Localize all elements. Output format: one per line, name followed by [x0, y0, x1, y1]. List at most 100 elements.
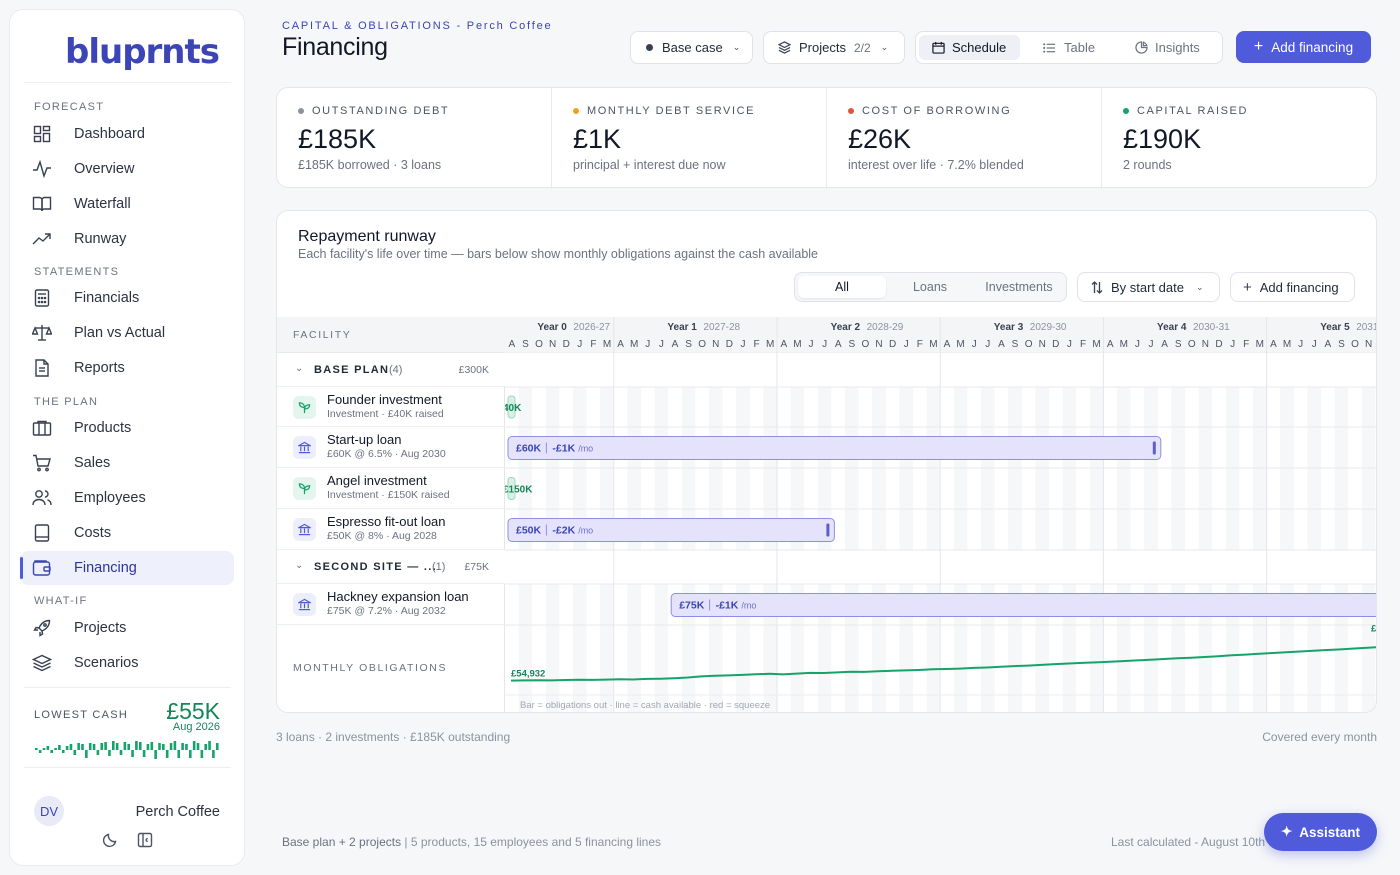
sparkline-bar — [177, 750, 181, 758]
tab-table[interactable]: Table — [1028, 35, 1112, 60]
kpi-subtext: interest over life · 7.2% blended — [848, 158, 1024, 172]
sidebar-item-sales[interactable]: Sales — [20, 446, 234, 480]
month-label: M — [1092, 339, 1100, 350]
facility-row[interactable]: Espresso fit-out loan £50K @ 8% · Aug 20… — [277, 509, 505, 550]
sidebar-item-projects[interactable]: Projects — [20, 611, 234, 645]
projects-dropdown[interactable]: Projects 2/2 ⌄ — [763, 31, 905, 64]
group-amount: £75K — [464, 561, 489, 573]
scale-icon — [32, 323, 52, 343]
sidebar-item-dashboard[interactable]: Dashboard — [20, 117, 234, 151]
facility-row[interactable]: Angel investment Investment · £150K rais… — [277, 468, 505, 509]
sort-dropdown[interactable]: By start date ⌄ — [1077, 272, 1220, 302]
status-dot — [646, 44, 653, 51]
chevron-down-icon: ⌄ — [880, 42, 889, 52]
kpi-outstanding-debt[interactable]: OUTSTANDING DEBT £185K £185K borrowed · … — [277, 88, 552, 187]
divider — [24, 82, 231, 83]
month-label: A — [1107, 339, 1114, 350]
add-financing-button[interactable]: + Add financing — [1236, 31, 1371, 63]
filter-all[interactable]: All — [798, 276, 886, 298]
group-second-site[interactable]: ⌄ SECOND SITE — ... (1) £75K — [277, 550, 505, 584]
sparkline-bar — [42, 748, 46, 750]
tab-label: Insights — [1155, 40, 1200, 55]
bank-icon — [293, 593, 316, 616]
kpi-capital-raised[interactable]: CAPITAL RAISED £190K 2 rounds — [1102, 88, 1376, 187]
avatar[interactable]: DV — [34, 796, 64, 826]
loan-principal: £75K — [679, 600, 705, 612]
divider — [24, 767, 231, 768]
sparkline-bar — [61, 750, 65, 753]
sparkline-bar — [154, 750, 157, 759]
kpi-cost-of-borrowing[interactable]: COST OF BORROWING £26K interest over lif… — [827, 88, 1102, 187]
sparkline-bar — [96, 750, 100, 755]
sparkline-bar — [46, 746, 50, 750]
group-base-plan[interactable]: ⌄ BASE PLAN (4) £300K — [277, 353, 505, 387]
sidebar-item-products[interactable]: Products — [20, 411, 234, 445]
month-label: S — [1012, 339, 1019, 350]
app-logo[interactable]: bluprnts — [65, 32, 220, 72]
facility-row[interactable]: Founder investment Investment · £40K rai… — [277, 387, 505, 427]
sidebar-item-overview[interactable]: Overview — [20, 152, 234, 186]
seedling-icon — [293, 477, 316, 500]
sparkline-bar — [196, 743, 200, 750]
chevron-down-icon: ⌄ — [732, 42, 741, 52]
group-row-bg — [505, 550, 1376, 584]
year-label: Year 5 — [1320, 322, 1350, 333]
month-label: F — [590, 339, 596, 350]
group-count: (4) — [389, 364, 403, 376]
month-label: J — [1230, 339, 1235, 350]
group-name: BASE PLAN — [314, 364, 390, 376]
loan-bar — [507, 518, 835, 542]
sparkline-bar — [92, 744, 96, 750]
trend-icon — [32, 229, 52, 249]
sparkline-bar — [192, 741, 196, 750]
month-label: J — [822, 339, 827, 350]
add-financing-secondary-button[interactable]: + Add financing — [1230, 272, 1355, 302]
month-label: J — [1067, 339, 1072, 350]
tab-insights[interactable]: Insights — [1120, 35, 1220, 60]
scenario-label: Base case — [662, 40, 723, 55]
sidebar-item-runway[interactable]: Runway — [20, 222, 234, 256]
sidebar-item-plan-vs-actual[interactable]: Plan vs Actual — [20, 316, 234, 350]
sidebar-item-costs[interactable]: Costs — [20, 516, 234, 550]
sidebar-item-waterfall[interactable]: Waterfall — [20, 187, 234, 221]
sidebar-item-reports[interactable]: Reports — [20, 351, 234, 385]
facility-row[interactable]: Hackney expansion loan £75K @ 7.2% · Aug… — [277, 584, 505, 625]
sidebar-item-scenarios[interactable]: Scenarios — [20, 646, 234, 680]
runway-timeline[interactable]: Year 0 2026-27 Year 1 2027-28 Year 2 2028-29 Y… — [505, 317, 1377, 713]
tab-schedule[interactable]: Schedule — [919, 35, 1020, 60]
book-icon — [32, 194, 52, 214]
investment-marker — [507, 477, 516, 500]
kpi-value: £26K — [848, 124, 912, 154]
kpi-label: COST OF BORROWING — [848, 105, 1011, 117]
status-dot — [1123, 108, 1129, 114]
add-financing-label: Add financing — [1271, 39, 1354, 55]
sidebar-item-financing[interactable]: Financing — [20, 551, 234, 585]
month-label: O — [862, 339, 870, 350]
kpi-label: OUTSTANDING DEBT — [298, 105, 449, 117]
scenario-dropdown[interactable]: Base case ⌄ — [630, 31, 753, 64]
pie-chart-icon — [1135, 41, 1148, 54]
chevron-down-icon: ⌄ — [295, 363, 304, 374]
sidebar-item-employees[interactable]: Employees — [20, 481, 234, 515]
sidebar-item-label: Financials — [74, 290, 140, 306]
facility-row[interactable]: Start-up loan £60K @ 6.5% · Aug 2030 — [277, 427, 505, 468]
filter-investments[interactable]: Investments — [985, 280, 1053, 294]
card-title: Repayment runway — [298, 228, 436, 245]
moon-icon[interactable] — [102, 832, 118, 853]
sidebar-item-label: Sales — [74, 455, 111, 471]
facility-detail: £60K @ 6.5% · Aug 2030 — [327, 448, 446, 460]
filter-loans[interactable]: Loans — [912, 280, 948, 294]
collapse-sidebar-icon[interactable] — [137, 832, 153, 853]
kpi-monthly-debt-service[interactable]: MONTHLY DEBT SERVICE £1K principal + int… — [552, 88, 827, 187]
sparkle-icon: ✦ — [1280, 824, 1293, 839]
calendar-icon — [932, 41, 945, 54]
assistant-button[interactable]: ✦ Assistant — [1264, 813, 1377, 851]
month-label: O — [1025, 339, 1033, 350]
sidebar-item-label: Projects — [74, 620, 127, 636]
loan-principal: £50K — [516, 525, 542, 537]
investment-marker — [507, 395, 516, 419]
sidebar-item-financials[interactable]: Financials — [20, 281, 234, 315]
month-label: M — [1120, 339, 1128, 350]
sidebar-item-label: Runway — [74, 231, 127, 247]
lowest-cash-sparkline[interactable] — [34, 739, 220, 761]
